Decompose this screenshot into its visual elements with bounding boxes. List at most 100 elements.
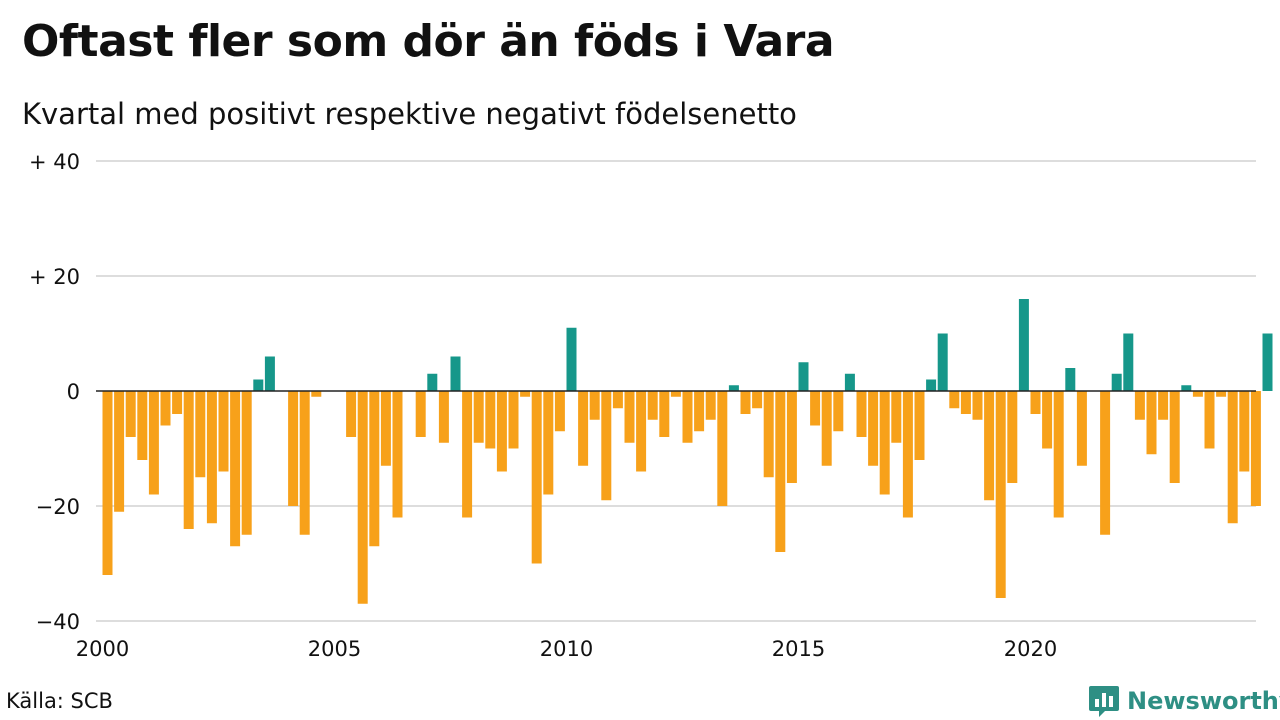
bar-negative xyxy=(195,391,206,478)
bar-positive xyxy=(566,327,577,391)
bar-negative xyxy=(462,391,473,518)
bar-positive xyxy=(798,362,809,391)
bar-positive xyxy=(427,373,438,391)
bar-negative xyxy=(1239,391,1250,472)
bar-negative xyxy=(1134,391,1145,420)
bar-negative xyxy=(856,391,867,437)
bar-negative xyxy=(1216,391,1227,397)
x-tick-label: 2020 xyxy=(1004,637,1057,661)
bar-negative xyxy=(775,391,786,552)
bar-negative xyxy=(810,391,821,426)
bar-negative xyxy=(218,391,229,472)
bar-negative xyxy=(694,391,705,432)
bar-negative xyxy=(647,391,658,420)
bar-negative xyxy=(1204,391,1215,449)
bar-negative xyxy=(380,391,391,466)
bar-negative xyxy=(752,391,763,409)
bar-positive xyxy=(264,356,275,391)
chart-title: Oftast fler som dör än föds i Vara xyxy=(22,16,835,67)
bar-negative xyxy=(705,391,716,420)
bar-negative xyxy=(624,391,635,443)
y-tick-label: −40 xyxy=(36,610,80,634)
source-note: Källa: SCB xyxy=(6,689,113,713)
bar-negative xyxy=(114,391,125,512)
bar-negative xyxy=(659,391,670,437)
bar-negative xyxy=(821,391,832,466)
bar-positive xyxy=(1018,299,1029,391)
y-tick-label: −20 xyxy=(36,495,80,519)
bar-negative xyxy=(995,391,1006,598)
x-tick-label: 2005 xyxy=(308,637,361,661)
bar-negative xyxy=(554,391,565,432)
x-tick-label: 2015 xyxy=(772,637,825,661)
bar-negative xyxy=(241,391,252,535)
bar-negative xyxy=(1076,391,1087,466)
bar-negative xyxy=(183,391,194,529)
bar-negative xyxy=(230,391,241,547)
bar-negative xyxy=(288,391,299,506)
newsworthy-logo: Newsworthy xyxy=(1088,684,1280,718)
y-tick-label: + 20 xyxy=(29,265,80,289)
bar-negative xyxy=(369,391,380,547)
bar-negative xyxy=(206,391,217,524)
bar-negative xyxy=(299,391,310,535)
bar-negative xyxy=(902,391,913,518)
bar-negative xyxy=(717,391,728,506)
bar-negative xyxy=(949,391,960,409)
bar-negative xyxy=(1042,391,1053,449)
bar-negative xyxy=(438,391,449,443)
bar-positive xyxy=(1065,368,1076,391)
bar-negative xyxy=(346,391,357,437)
y-axis-tick-labels: + 40 + 20 0 −20 −40 xyxy=(29,150,80,634)
bar-negative xyxy=(682,391,693,443)
bar-negative xyxy=(786,391,797,483)
bar-negative xyxy=(357,391,368,604)
bar-negative xyxy=(1169,391,1180,483)
bar-negative xyxy=(1158,391,1169,420)
bar-negative xyxy=(137,391,148,460)
bar-negative xyxy=(543,391,554,495)
bar-negative xyxy=(496,391,507,472)
bar-negative xyxy=(868,391,879,466)
bar-negative xyxy=(636,391,647,472)
bar-negative xyxy=(508,391,519,449)
y-tick-label: + 40 xyxy=(29,150,80,174)
bar-negative xyxy=(415,391,426,437)
bar-negative xyxy=(740,391,751,414)
bar-negative xyxy=(1053,391,1064,518)
bar-negative xyxy=(1227,391,1238,524)
bar-negative xyxy=(485,391,496,449)
bar-negative xyxy=(891,391,902,443)
bar-negative xyxy=(1007,391,1018,483)
bar-negative xyxy=(670,391,681,397)
bar-negative xyxy=(1030,391,1041,414)
bar-negative xyxy=(763,391,774,478)
bar-negative xyxy=(520,391,531,397)
x-axis-tick-labels: 2000 2005 2010 2015 2020 xyxy=(76,637,1057,661)
bar-negative xyxy=(984,391,995,501)
bar-negative xyxy=(914,391,925,460)
bar-positive xyxy=(728,385,739,391)
bar-negative xyxy=(1100,391,1111,535)
bar-negative xyxy=(172,391,183,414)
bar-positive xyxy=(450,356,461,391)
y-tick-label: 0 xyxy=(67,380,80,404)
bar-negative xyxy=(578,391,589,466)
bar-positive xyxy=(926,379,937,391)
bar-positive xyxy=(937,333,948,391)
newsworthy-logo-icon xyxy=(1089,686,1119,717)
bar-positive xyxy=(1111,373,1122,391)
bar-negative xyxy=(879,391,890,495)
brand-name: Newsworthy xyxy=(1127,687,1280,715)
bars xyxy=(102,299,1273,604)
bar-negative xyxy=(311,391,322,397)
bar-positive xyxy=(1123,333,1134,391)
bar-negative xyxy=(1146,391,1157,455)
bar-negative xyxy=(601,391,612,501)
bar-negative xyxy=(612,391,623,409)
bar-positive xyxy=(1181,385,1192,391)
bar-negative xyxy=(148,391,159,495)
bar-negative xyxy=(833,391,844,432)
bar-negative xyxy=(125,391,136,437)
